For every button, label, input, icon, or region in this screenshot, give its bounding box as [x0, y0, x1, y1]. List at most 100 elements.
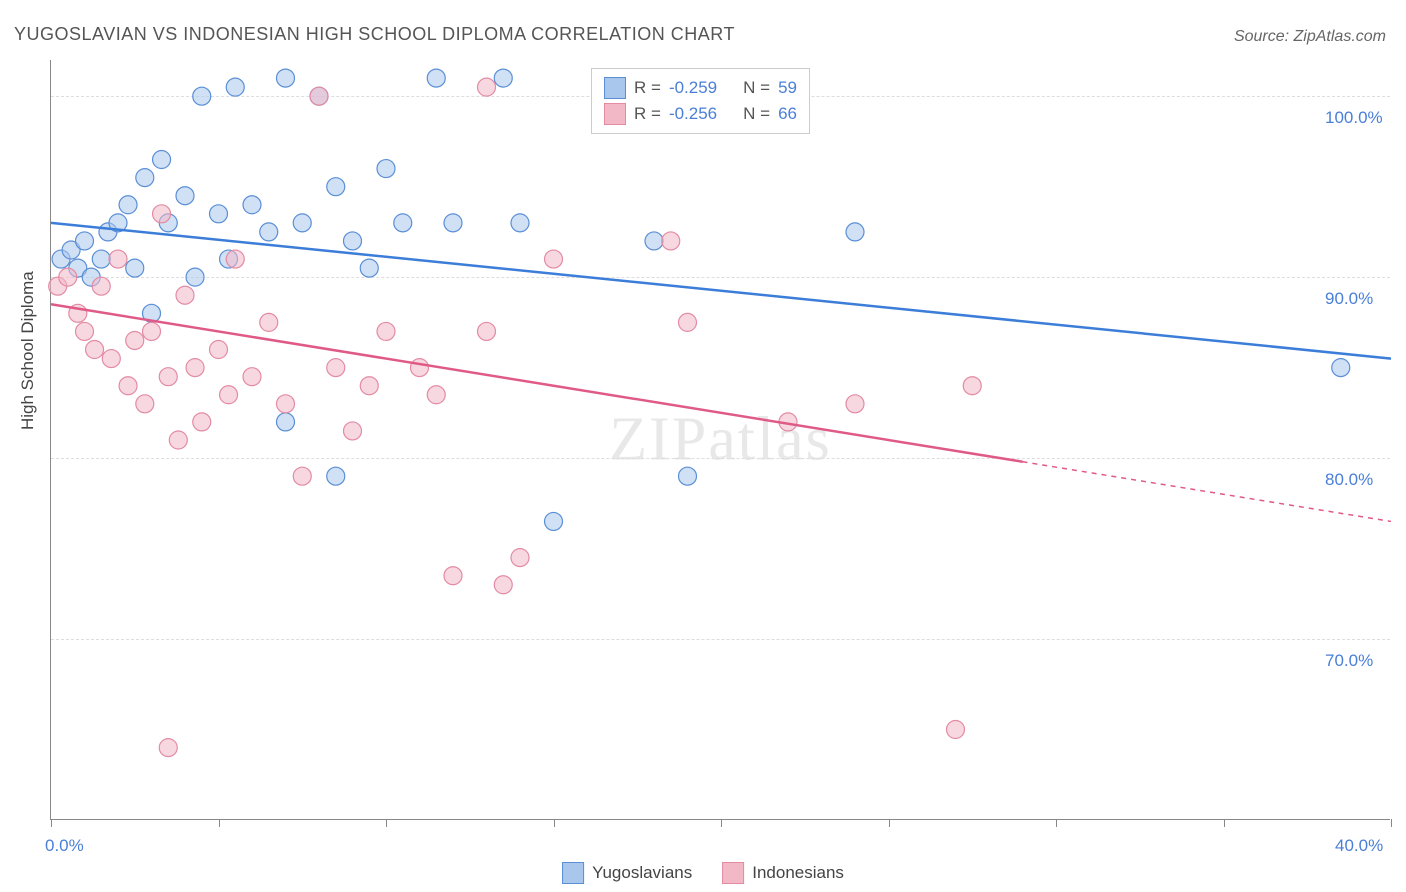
- legend-series-item: Indonesians: [722, 862, 844, 884]
- scatter-point: [394, 214, 412, 232]
- scatter-point: [662, 232, 680, 250]
- scatter-point: [119, 196, 137, 214]
- scatter-point: [511, 214, 529, 232]
- legend-swatch: [604, 103, 626, 125]
- legend-row: R =-0.256N =66: [604, 101, 797, 127]
- scatter-point: [159, 368, 177, 386]
- series-legend: Yugoslavians Indonesians: [562, 862, 844, 884]
- r-label: R =: [634, 104, 661, 124]
- scatter-point: [511, 549, 529, 567]
- scatter-point: [153, 151, 171, 169]
- scatter-point: [153, 205, 171, 223]
- n-label: N =: [743, 78, 770, 98]
- scatter-point: [277, 69, 295, 87]
- x-tick-label: 0.0%: [45, 836, 84, 856]
- scatter-point: [186, 359, 204, 377]
- scatter-point: [545, 250, 563, 268]
- scatter-point: [293, 214, 311, 232]
- legend-series-name: Yugoslavians: [592, 863, 692, 883]
- scatter-point: [193, 87, 211, 105]
- scatter-point: [109, 250, 127, 268]
- y-tick-label: 100.0%: [1325, 108, 1383, 128]
- trend-line: [51, 223, 1391, 359]
- scatter-point: [226, 78, 244, 96]
- scatter-point: [947, 721, 965, 739]
- scatter-point: [344, 232, 362, 250]
- legend-swatch: [722, 862, 744, 884]
- scatter-point: [293, 467, 311, 485]
- scatter-point: [260, 223, 278, 241]
- scatter-point: [277, 413, 295, 431]
- legend-swatch: [562, 862, 584, 884]
- legend-swatch: [604, 77, 626, 99]
- scatter-point: [136, 169, 154, 187]
- r-label: R =: [634, 78, 661, 98]
- scatter-point: [478, 322, 496, 340]
- scatter-point: [377, 322, 395, 340]
- scatter-point: [444, 567, 462, 585]
- y-tick-label: 70.0%: [1325, 651, 1373, 671]
- scatter-point: [377, 160, 395, 178]
- scatter-point: [344, 422, 362, 440]
- scatter-point: [210, 205, 228, 223]
- scatter-point: [186, 268, 204, 286]
- scatter-point: [427, 69, 445, 87]
- scatter-point: [327, 467, 345, 485]
- scatter-point: [478, 78, 496, 96]
- n-value: 59: [778, 78, 797, 98]
- r-value: -0.256: [669, 104, 717, 124]
- scatter-point: [76, 322, 94, 340]
- scatter-point: [220, 386, 238, 404]
- x-tick: [554, 819, 555, 827]
- y-tick-label: 80.0%: [1325, 470, 1373, 490]
- x-tick: [721, 819, 722, 827]
- scatter-point: [260, 313, 278, 331]
- x-tick: [219, 819, 220, 827]
- scatter-point: [92, 250, 110, 268]
- n-value: 66: [778, 104, 797, 124]
- y-axis-title: High School Diploma: [18, 271, 38, 430]
- scatter-point: [119, 377, 137, 395]
- scatter-point: [102, 350, 120, 368]
- scatter-point: [360, 259, 378, 277]
- scatter-point: [310, 87, 328, 105]
- x-tick-label: 40.0%: [1335, 836, 1383, 856]
- scatter-point: [92, 277, 110, 295]
- chart-title: YUGOSLAVIAN VS INDONESIAN HIGH SCHOOL DI…: [14, 24, 735, 45]
- x-tick: [1224, 819, 1225, 827]
- scatter-point: [1332, 359, 1350, 377]
- scatter-point: [76, 232, 94, 250]
- scatter-point: [243, 196, 261, 214]
- x-tick: [51, 819, 52, 827]
- scatter-point: [126, 259, 144, 277]
- scatter-point: [136, 395, 154, 413]
- scatter-point: [494, 69, 512, 87]
- legend-series-item: Yugoslavians: [562, 862, 692, 884]
- scatter-point: [427, 386, 445, 404]
- scatter-point: [679, 313, 697, 331]
- scatter-point: [277, 395, 295, 413]
- trend-line: [51, 304, 1023, 461]
- plot-area: ZIPatlas R =-0.259N =59R =-0.256N =66: [50, 60, 1390, 820]
- x-tick: [1391, 819, 1392, 827]
- scatter-point: [327, 178, 345, 196]
- scatter-point: [360, 377, 378, 395]
- scatter-point: [444, 214, 462, 232]
- scatter-point: [210, 341, 228, 359]
- x-tick: [1056, 819, 1057, 827]
- scatter-point: [169, 431, 187, 449]
- r-value: -0.259: [669, 78, 717, 98]
- scatter-point: [143, 322, 161, 340]
- scatter-point: [86, 341, 104, 359]
- scatter-point: [846, 223, 864, 241]
- scatter-point: [679, 467, 697, 485]
- scatter-point: [59, 268, 77, 286]
- scatter-point: [963, 377, 981, 395]
- x-tick: [386, 819, 387, 827]
- scatter-point: [126, 331, 144, 349]
- legend-row: R = -0.259 N = 59: [604, 75, 797, 101]
- x-tick: [889, 819, 890, 827]
- scatter-point: [243, 368, 261, 386]
- scatter-svg: [51, 60, 1390, 819]
- scatter-point: [545, 512, 563, 530]
